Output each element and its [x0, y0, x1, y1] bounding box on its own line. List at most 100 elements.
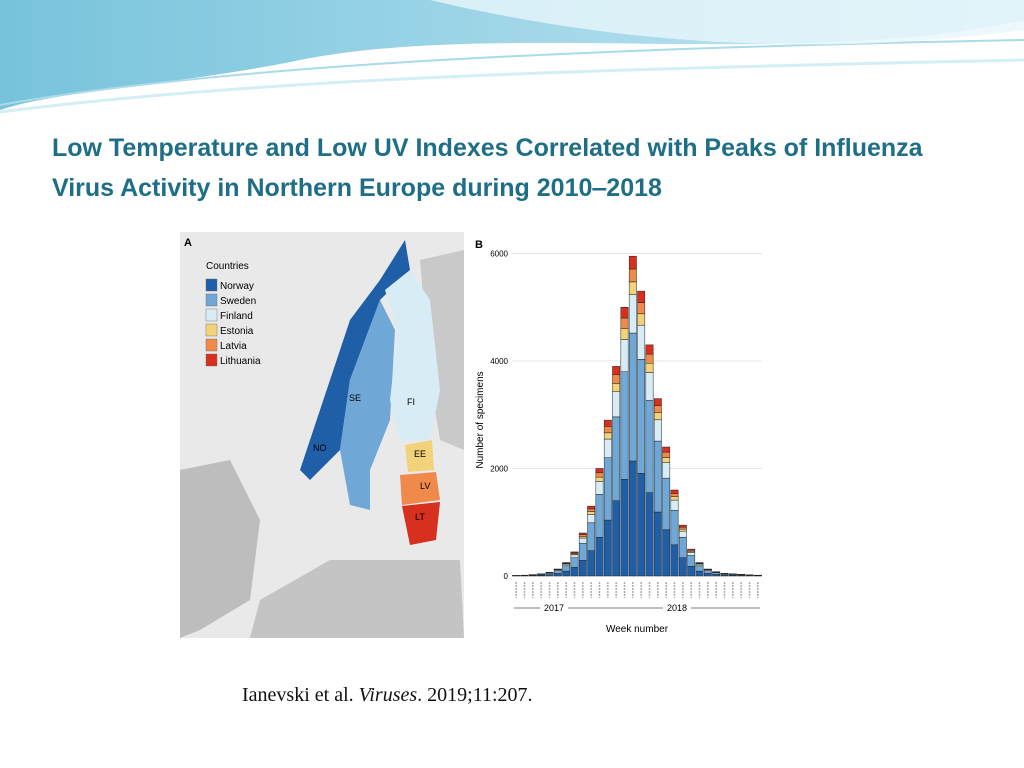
year-gap [540, 601, 568, 613]
bar-segment [687, 552, 696, 556]
legend-swatch [205, 278, 218, 292]
bar-segment [670, 489, 679, 494]
bar-segment [628, 294, 637, 334]
y-tick-label: 2000 [490, 465, 508, 474]
bar-segment [637, 302, 646, 315]
country-label: LT [415, 512, 425, 522]
bar-segment [645, 363, 654, 373]
bar-segment [612, 374, 621, 384]
bar-segment [670, 499, 679, 511]
country-label: LV [420, 481, 430, 491]
citation: Ianevski et al. Viruses. 2019;11:207. [242, 684, 533, 707]
bar-segment [670, 510, 679, 546]
bar-segment [678, 528, 687, 532]
bar-segment [620, 328, 629, 340]
bar-segment [628, 332, 637, 462]
bar-segment [678, 537, 687, 558]
country-label: NO [313, 443, 327, 453]
bar-segment [612, 391, 621, 418]
bar-segment [595, 468, 604, 474]
bar-segment [570, 557, 579, 568]
bar-segment [712, 572, 721, 575]
legend-swatch [205, 308, 218, 322]
slide-title: Low Temperature and Low UV Indexes Corre… [52, 134, 923, 202]
bar-segment [553, 570, 562, 574]
bar-segment [695, 570, 704, 577]
bar-segment [620, 317, 629, 329]
bar-segment [578, 537, 587, 544]
map-finland [385, 270, 440, 440]
y-axis-label: Number of specimens [475, 371, 486, 468]
bar-segment [670, 493, 679, 497]
bar-segment [645, 399, 654, 493]
bar-segment [695, 562, 704, 564]
bar-segment [603, 519, 612, 577]
bar-segment [678, 524, 687, 528]
bar-segment [628, 460, 637, 577]
legend-swatch [205, 338, 218, 352]
year-gap [663, 601, 691, 613]
bar-segment [670, 496, 679, 501]
bar-segment [637, 290, 646, 303]
map-sweden [340, 300, 395, 510]
panel-label: A [184, 237, 192, 249]
y-tick-label: 6000 [490, 250, 508, 259]
bar-segment [587, 522, 596, 551]
map-lithuania [402, 502, 440, 545]
bar-segment [678, 557, 687, 577]
country-label: FI [407, 397, 415, 407]
bar-segment [662, 477, 671, 531]
year-label: 2018 [667, 603, 687, 613]
bar-segment [637, 359, 646, 474]
bar-segment [678, 530, 687, 538]
land [420, 250, 464, 450]
bar-segment [645, 353, 654, 364]
bar-segment [612, 416, 621, 501]
bar-segment [562, 570, 571, 577]
bar-segment [595, 476, 604, 482]
bar-segment [612, 366, 621, 376]
bar-segment [578, 536, 587, 539]
legend-label: Norway [220, 281, 254, 292]
bar-segment [645, 344, 654, 355]
bar-segment [662, 529, 671, 577]
bar-segment [637, 313, 646, 326]
land [250, 560, 464, 638]
bar-segment [595, 494, 604, 538]
bar-segment [687, 548, 696, 551]
bar-segment [620, 479, 629, 577]
panel-label: B [475, 239, 483, 251]
bar-segment [570, 551, 579, 554]
bar-segment [645, 492, 654, 577]
bar-segment [587, 505, 596, 510]
citation-journal: Viruses [358, 684, 418, 706]
bar-segment [570, 554, 579, 558]
bar-segment [695, 565, 704, 572]
bar-segment [637, 324, 646, 360]
bar-segment [703, 573, 712, 577]
bar-segment [603, 432, 612, 440]
legend-swatch [205, 353, 218, 367]
bar-segment [587, 511, 596, 515]
legend-label: Sweden [220, 296, 256, 307]
bar-segment [662, 446, 671, 453]
bar-segment [703, 570, 712, 574]
bar-segment [687, 566, 696, 577]
bar-segment [570, 567, 579, 577]
bar-segment [578, 532, 587, 535]
bar-segment [620, 307, 629, 319]
bar-segment [653, 440, 662, 513]
bar-segment [603, 426, 612, 434]
bar-segment [653, 412, 662, 421]
bar-segment [670, 544, 679, 577]
bar-segment [653, 511, 662, 577]
bar-segment [628, 281, 637, 295]
country-label: EE [414, 449, 426, 459]
legend-label: Estonia [220, 326, 254, 337]
bar-segment [587, 508, 596, 512]
map-latvia [400, 472, 440, 505]
bar-segment [678, 526, 687, 530]
bar-segment [603, 457, 612, 521]
